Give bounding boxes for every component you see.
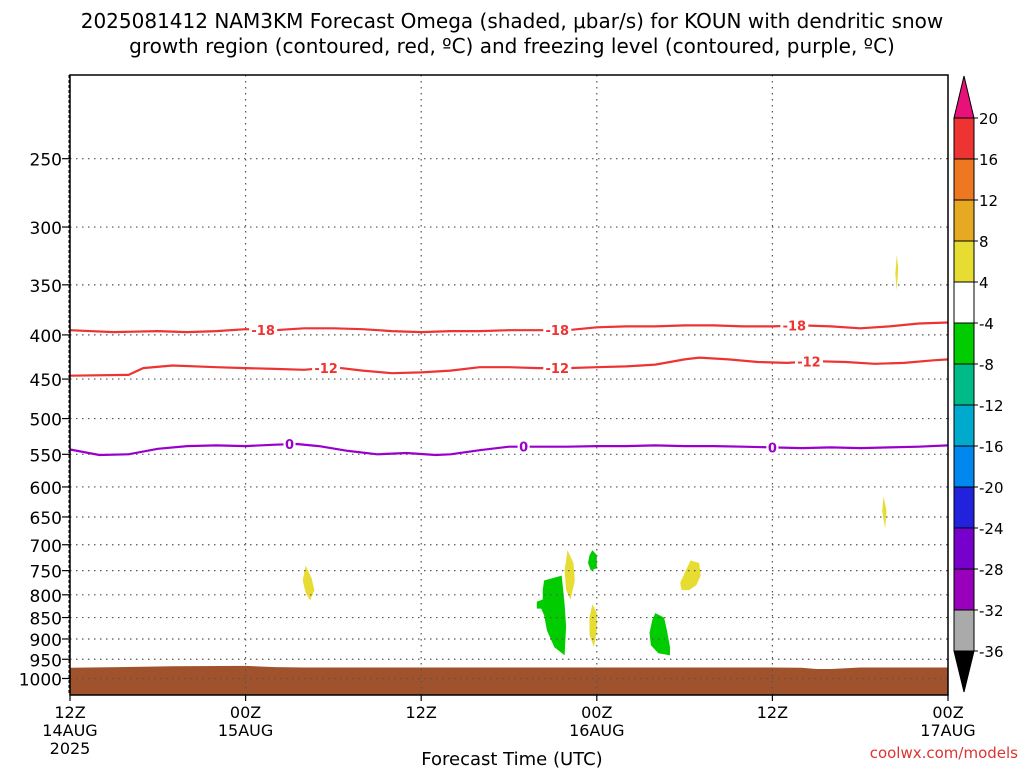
- colorbar-high-cap: [953, 75, 975, 119]
- colorbar-swatch-9: [953, 240, 975, 283]
- colorbar-swatch-1: [953, 568, 975, 611]
- colorbar: -36 -32 -28 -24 -20 -16 -12 -8 -4 4 8 12 16 20: [953, 75, 1004, 693]
- colorbar-swatch-8: [953, 281, 975, 324]
- contour-label-0-2: -18: [783, 320, 807, 335]
- x-tick-date-0: 14AUG: [42, 721, 97, 740]
- x-tick-date-60: 17AUG: [920, 721, 975, 740]
- colorbar-label-3: -24: [979, 520, 1004, 538]
- contour-line--18: [70, 321, 948, 334]
- contour-label-2-0: 0: [285, 438, 294, 453]
- x-tick-year-0: 2025: [50, 739, 91, 758]
- credit-text: coolwx.com/models: [870, 744, 1018, 762]
- contour-label-bg-2-1: [517, 439, 530, 454]
- colorbar-swatch-2: [953, 527, 975, 570]
- x-tick-date-36: 16AUG: [569, 721, 624, 740]
- x-tick-date-12: 15AUG: [218, 721, 273, 740]
- contour-label-bg-0-0: [249, 322, 278, 337]
- omega-area-9: [882, 496, 887, 529]
- plot-inner: -18 -18 -18 -12 -12 -12 0 0 0: [70, 75, 948, 695]
- omega-area-5: [589, 604, 597, 648]
- contour-label-bg-0-1: [543, 323, 572, 338]
- y-tick-label-800: 800: [30, 587, 62, 607]
- contour-label-bg-2-0: [283, 437, 296, 452]
- omega-area-4: [588, 550, 597, 571]
- x-tick-label-60: 00Z: [932, 703, 963, 722]
- chart-title-line1: 2025081412 NAM3KM Forecast Omega (shaded…: [81, 9, 944, 33]
- chart-title-line2: growth region (contoured, red, ºC) and f…: [129, 34, 895, 58]
- contour-label-1-1: -12: [546, 362, 570, 377]
- contour-label-0-0: -18: [251, 324, 275, 339]
- omega-area-8: [895, 254, 899, 291]
- colorbar-label-5: -16: [979, 438, 1004, 456]
- colorbar-swatch-6: [953, 363, 975, 406]
- y-tick-label-650: 650: [30, 509, 62, 529]
- contour-label-1-0: -12: [314, 362, 338, 377]
- omega-area-6: [649, 613, 670, 656]
- colorbar-label-9: 4: [979, 274, 989, 292]
- y-tick-label-250: 250: [30, 151, 62, 171]
- contour-label-bg-0-2: [780, 318, 809, 333]
- colorbar-label-2: -28: [979, 561, 1004, 579]
- contour-label-bg-2-2: [766, 440, 779, 455]
- y-tick-label-500: 500: [30, 411, 62, 431]
- colorbar-swatch-10: [953, 199, 975, 242]
- contour-line-0: [70, 442, 948, 457]
- colorbar-swatch-12: [953, 117, 975, 160]
- contour-label-2-1: 0: [519, 441, 528, 456]
- y-tick-label-900: 900: [30, 631, 62, 651]
- plot-frame: [69, 74, 949, 696]
- colorbar-label-12: 16: [979, 151, 998, 169]
- y-tick-label-350: 350: [30, 277, 62, 297]
- colorbar-label-1: -32: [979, 602, 1004, 620]
- y-tick-label-300: 300: [30, 219, 62, 239]
- x-tick-label-48: 12Z: [757, 703, 788, 722]
- ground-area: [70, 665, 948, 695]
- colorbar-label-8: -4: [979, 315, 994, 333]
- y-tick-label-750: 750: [30, 563, 62, 583]
- colorbar-label-13: 20: [979, 110, 998, 128]
- plot-area: -18 -18 -18 -12 -12 -12 0 0 0 250 300 350 400 450 500 5…: [19, 74, 976, 758]
- x-tick-label-36: 00Z: [581, 703, 612, 722]
- omega-area-3: [564, 550, 575, 600]
- colorbar-swatch-5: [953, 404, 975, 447]
- x-axis-label: Forecast Time (UTC): [421, 749, 602, 768]
- colorbar-label-7: -8: [979, 356, 994, 374]
- x-tick-label-12: 00Z: [230, 703, 261, 722]
- omega-area-2: [536, 575, 567, 656]
- colorbar-label-0: -36: [979, 643, 1004, 661]
- colorbar-label-4: -20: [979, 479, 1004, 497]
- x-tick-label-24: 12Z: [406, 703, 437, 722]
- colorbar-swatch-11: [953, 158, 975, 201]
- y-tick-label-450: 450: [30, 371, 62, 391]
- omega-area-7: [680, 560, 701, 591]
- x-tick-label-0: 12Z: [54, 703, 85, 722]
- y-tick-label-1000: 1000: [19, 670, 62, 690]
- y-tick-label-600: 600: [30, 479, 62, 499]
- colorbar-swatch-3: [953, 486, 975, 529]
- omega-area-1: [302, 565, 315, 601]
- colorbar-swatch-0: [953, 609, 975, 652]
- colorbar-label-11: 12: [979, 192, 998, 210]
- y-tick-label-950: 950: [30, 651, 62, 671]
- contour-label-bg-1-0: [312, 360, 341, 375]
- colorbar-low-cap: [953, 650, 975, 693]
- contour-label-2-2: 0: [768, 441, 777, 456]
- contour-label-bg-1-2: [794, 354, 823, 369]
- y-tick-label-550: 550: [30, 446, 62, 466]
- contour-label-0-1: -18: [546, 324, 570, 339]
- colorbar-label-6: -12: [979, 397, 1004, 415]
- y-tick-label-400: 400: [30, 327, 62, 347]
- contour-label-bg-1-1: [543, 361, 572, 376]
- y-tick-label-700: 700: [30, 537, 62, 557]
- y-tick-label-850: 850: [30, 610, 62, 630]
- colorbar-label-10: 8: [979, 233, 989, 251]
- colorbar-swatch-4: [953, 445, 975, 488]
- contour-label-1-2: -12: [797, 356, 821, 371]
- colorbar-swatch-7: [953, 322, 975, 365]
